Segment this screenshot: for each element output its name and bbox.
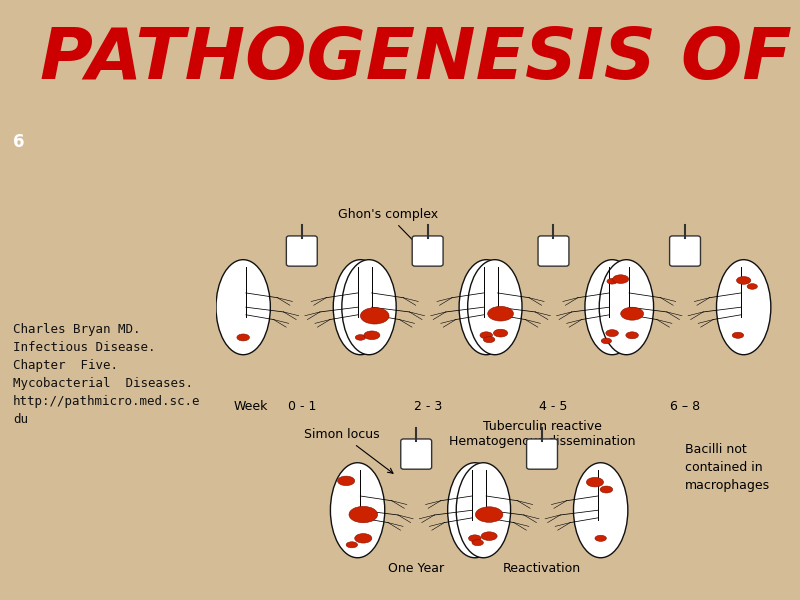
Text: 0 - 1: 0 - 1 bbox=[288, 400, 316, 413]
FancyBboxPatch shape bbox=[401, 439, 432, 469]
Ellipse shape bbox=[602, 338, 611, 344]
Ellipse shape bbox=[488, 307, 514, 321]
Ellipse shape bbox=[334, 260, 388, 355]
Ellipse shape bbox=[606, 329, 618, 337]
Ellipse shape bbox=[621, 307, 643, 320]
Text: Hematogenous dissemination: Hematogenous dissemination bbox=[449, 434, 635, 448]
Ellipse shape bbox=[599, 260, 654, 355]
Text: 6: 6 bbox=[14, 133, 25, 151]
Ellipse shape bbox=[747, 284, 758, 289]
Ellipse shape bbox=[732, 332, 744, 338]
Ellipse shape bbox=[586, 478, 603, 487]
Ellipse shape bbox=[456, 463, 510, 558]
Text: Bacilli not
contained in
macrophages: Bacilli not contained in macrophages bbox=[685, 443, 770, 491]
Ellipse shape bbox=[346, 542, 358, 548]
Text: Charles Bryan MD.
Infectious Disease.
Chapter  Five.
Mycobacterial  Diseases.
ht: Charles Bryan MD. Infectious Disease. Ch… bbox=[13, 323, 201, 426]
Ellipse shape bbox=[472, 539, 483, 545]
Text: Week: Week bbox=[233, 400, 267, 413]
Ellipse shape bbox=[626, 332, 638, 339]
Ellipse shape bbox=[607, 278, 618, 284]
Text: Ghon's complex: Ghon's complex bbox=[338, 208, 438, 253]
Ellipse shape bbox=[600, 486, 613, 493]
Text: One Year: One Year bbox=[388, 562, 444, 575]
Text: 4 - 5: 4 - 5 bbox=[539, 400, 568, 413]
Text: 6 – 8: 6 – 8 bbox=[670, 400, 700, 413]
Ellipse shape bbox=[468, 260, 522, 355]
Ellipse shape bbox=[595, 535, 606, 541]
Ellipse shape bbox=[469, 535, 481, 542]
Ellipse shape bbox=[481, 532, 497, 541]
Text: Simon locus: Simon locus bbox=[304, 428, 393, 473]
Ellipse shape bbox=[574, 463, 628, 558]
FancyBboxPatch shape bbox=[286, 236, 318, 266]
Ellipse shape bbox=[338, 476, 354, 485]
Ellipse shape bbox=[585, 260, 639, 355]
Text: PATHOGENESIS OF TB: PATHOGENESIS OF TB bbox=[40, 25, 800, 94]
Ellipse shape bbox=[475, 507, 503, 523]
Ellipse shape bbox=[737, 277, 751, 284]
FancyBboxPatch shape bbox=[538, 236, 569, 266]
Text: 2 - 3: 2 - 3 bbox=[414, 400, 442, 413]
FancyBboxPatch shape bbox=[670, 236, 701, 266]
FancyBboxPatch shape bbox=[526, 439, 558, 469]
Ellipse shape bbox=[364, 331, 380, 340]
Ellipse shape bbox=[494, 329, 508, 337]
Ellipse shape bbox=[480, 332, 493, 339]
Ellipse shape bbox=[717, 260, 771, 355]
Text: Tuberculin reactive: Tuberculin reactive bbox=[482, 419, 602, 433]
Ellipse shape bbox=[216, 260, 270, 355]
FancyBboxPatch shape bbox=[412, 236, 443, 266]
Ellipse shape bbox=[448, 463, 502, 558]
Ellipse shape bbox=[349, 506, 378, 523]
Text: Reactivation: Reactivation bbox=[503, 562, 581, 575]
Ellipse shape bbox=[354, 533, 372, 543]
Ellipse shape bbox=[459, 260, 514, 355]
Ellipse shape bbox=[330, 463, 385, 558]
Ellipse shape bbox=[342, 260, 396, 355]
Ellipse shape bbox=[361, 308, 389, 324]
Ellipse shape bbox=[237, 334, 250, 341]
Ellipse shape bbox=[613, 275, 629, 283]
Ellipse shape bbox=[355, 335, 366, 340]
Ellipse shape bbox=[483, 337, 495, 343]
